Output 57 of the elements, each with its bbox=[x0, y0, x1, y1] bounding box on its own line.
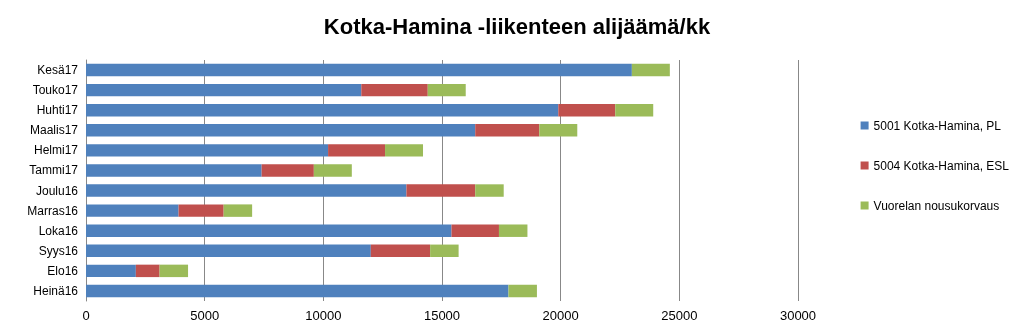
y-tick-label: Kesä17 bbox=[37, 63, 79, 78]
bar bbox=[86, 244, 371, 258]
bar bbox=[631, 63, 670, 77]
x-tick-label: 0 bbox=[82, 308, 90, 323]
y-tick-label: Touko17 bbox=[32, 83, 79, 98]
bar bbox=[86, 264, 136, 278]
legend-label: 5001 Kotka-Hamina, PL bbox=[873, 118, 1002, 133]
bar bbox=[498, 224, 528, 237]
bar bbox=[86, 144, 329, 157]
y-tick-label: Elo16 bbox=[47, 263, 79, 278]
x-tick-label: 5000 bbox=[190, 308, 220, 323]
bar bbox=[86, 103, 559, 117]
bar bbox=[178, 204, 224, 217]
bar bbox=[427, 83, 466, 97]
bar bbox=[261, 164, 314, 177]
bar bbox=[328, 144, 386, 157]
bar bbox=[615, 103, 654, 117]
y-tick-label: Helmi17 bbox=[33, 143, 79, 158]
x-tick-label: 20000 bbox=[542, 308, 579, 323]
bar bbox=[558, 103, 616, 117]
y-tick-label: Huhti17 bbox=[36, 103, 79, 118]
bar bbox=[361, 83, 428, 97]
x-tick-label: 30000 bbox=[779, 308, 817, 323]
bar bbox=[86, 184, 407, 197]
legend-label: 5004 Kotka-Hamina, ESL bbox=[873, 158, 1010, 173]
bar bbox=[86, 224, 452, 237]
bar bbox=[475, 184, 504, 197]
y-tick-label: Heinä16 bbox=[33, 283, 79, 298]
bar bbox=[313, 164, 352, 177]
bar bbox=[430, 244, 459, 258]
bar bbox=[370, 244, 431, 258]
bar bbox=[475, 124, 540, 137]
bar bbox=[159, 264, 189, 278]
bar bbox=[385, 144, 424, 157]
x-tick-label: 25000 bbox=[661, 308, 698, 323]
bar bbox=[86, 63, 632, 77]
legend-label: Vuorelan nousukorvaus bbox=[873, 198, 1000, 213]
y-tick-label: Maalis17 bbox=[29, 123, 79, 138]
bar bbox=[86, 204, 179, 217]
y-tick-label: Loka16 bbox=[38, 223, 79, 238]
x-tick-label: 15000 bbox=[423, 308, 461, 323]
y-tick-label: Tammi17 bbox=[29, 163, 79, 178]
y-tick-label: Marras16 bbox=[27, 203, 79, 218]
bar bbox=[86, 284, 509, 298]
bar bbox=[406, 184, 476, 197]
bar bbox=[86, 124, 476, 137]
bar bbox=[86, 164, 262, 177]
bar bbox=[223, 204, 253, 217]
bar bbox=[508, 284, 537, 298]
bar bbox=[86, 83, 362, 97]
bar bbox=[135, 264, 160, 278]
bar bbox=[451, 224, 499, 237]
chart-title: Kotka-Hamina -liikenteen alijäämä/kk bbox=[323, 13, 711, 39]
y-tick-label: Joulu16 bbox=[35, 183, 79, 198]
y-tick-label: Syys16 bbox=[38, 243, 79, 258]
x-tick-label: 10000 bbox=[305, 308, 342, 323]
bar bbox=[539, 124, 578, 137]
